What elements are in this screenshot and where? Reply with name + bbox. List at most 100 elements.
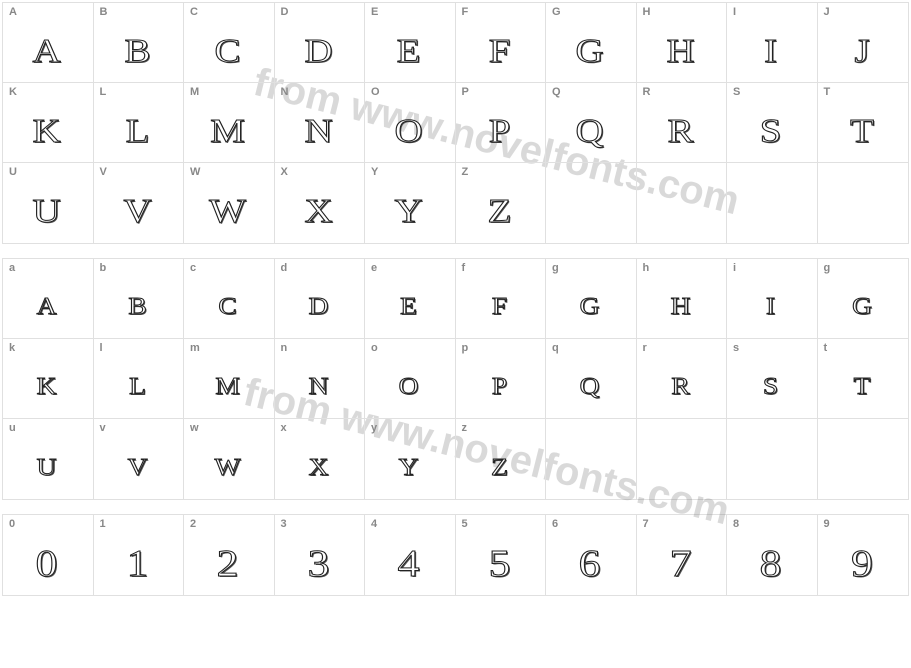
charmap-cell: PP (456, 83, 547, 163)
cell-glyph (811, 425, 911, 499)
cell-label: O (365, 83, 455, 101)
charmap-cell: CC (184, 3, 275, 83)
cell-label: l (94, 339, 184, 357)
cell-glyph: G (539, 277, 642, 338)
charmap-row: KKLLMMNNOOPPQQRRSSTT (3, 83, 908, 163)
charmap-cell: WW (184, 163, 275, 243)
cell-glyph: 0 (0, 533, 99, 595)
charmap-block-1: aAbBcCdDeEfFgGhHiIgGkKlLmMnNoOpPqQrRsStT… (2, 258, 909, 500)
charmap-cell: 33 (275, 515, 366, 595)
cell-glyph: S (720, 357, 823, 418)
cell-glyph: H (630, 277, 733, 338)
charmap-cell: qQ (546, 339, 637, 419)
cell-label: K (3, 83, 93, 101)
cell-label: G (546, 3, 636, 21)
cell-label: 7 (637, 515, 727, 533)
cell-label: 9 (818, 515, 909, 533)
charmap-row: aAbBcCdDeEfFgGhHiIgG (3, 259, 908, 339)
charmap-cell (818, 163, 909, 243)
cell-glyph: R (630, 101, 733, 162)
cell-glyph: D (268, 277, 371, 338)
cell-label: U (3, 163, 93, 181)
cell-label: Q (546, 83, 636, 101)
cell-glyph: C (177, 21, 280, 82)
charmap-cell: OO (365, 83, 456, 163)
cell-glyph: W (177, 437, 280, 499)
charmap-row: uUvVwWxXyYzZ (3, 419, 908, 499)
charmap-cell: MM (184, 83, 275, 163)
cell-label: C (184, 3, 274, 21)
cell-glyph: 7 (630, 533, 733, 595)
cell-label: Y (365, 163, 455, 181)
cell-glyph: Z (449, 437, 552, 499)
cell-label: h (637, 259, 727, 277)
charmap-cell: AA (3, 3, 94, 83)
cell-glyph (811, 169, 911, 243)
cell-label: 2 (184, 515, 274, 533)
cell-glyph: L (87, 101, 190, 162)
charmap-cell: mM (184, 339, 275, 419)
cell-glyph: F (449, 21, 552, 82)
charmap-cell: ZZ (456, 163, 547, 243)
charmap-cell: eE (365, 259, 456, 339)
cell-glyph: Z (449, 181, 552, 243)
charmap-cell: SS (727, 83, 818, 163)
charmap-cell: gG (546, 259, 637, 339)
cell-glyph: N (268, 357, 371, 418)
charmap-cell: vV (94, 419, 185, 499)
cell-label: y (365, 419, 455, 437)
cell-label: o (365, 339, 455, 357)
charmap-cell: BB (94, 3, 185, 83)
cell-glyph: O (358, 101, 461, 162)
cell-label: 5 (456, 515, 546, 533)
cell-glyph: V (87, 181, 190, 243)
cell-label: u (3, 419, 93, 437)
charmap-row: UUVVWWXXYYZZ (3, 163, 908, 243)
cell-glyph: K (0, 357, 99, 418)
charmap-cell: NN (275, 83, 366, 163)
cell-label: c (184, 259, 274, 277)
cell-label: i (727, 259, 817, 277)
cell-glyph: 3 (268, 533, 371, 595)
cell-glyph: A (0, 21, 99, 82)
charmap-cell: TT (818, 83, 909, 163)
cell-glyph: P (449, 357, 552, 418)
cell-glyph: K (0, 101, 99, 162)
charmap-cell: lL (94, 339, 185, 419)
cell-glyph: N (268, 101, 371, 162)
charmap-cell: RR (637, 83, 728, 163)
cell-label: W (184, 163, 274, 181)
cell-label: f (456, 259, 546, 277)
cell-label: F (456, 3, 546, 21)
cell-label: H (637, 3, 727, 21)
charmap-cell: aA (3, 259, 94, 339)
charmap-cell (727, 163, 818, 243)
cell-label: V (94, 163, 184, 181)
charmap-cell: UU (3, 163, 94, 243)
cell-label: L (94, 83, 184, 101)
cell-glyph: 4 (358, 533, 461, 595)
cell-label: J (818, 3, 909, 21)
cell-label: 3 (275, 515, 365, 533)
charmap-cell: KK (3, 83, 94, 163)
charmap-block-0: AABBCCDDEEFFGGHHIIJJKKLLMMNNOOPPQQRRSSTT… (2, 2, 909, 244)
cell-label: v (94, 419, 184, 437)
charmap-cell: 88 (727, 515, 818, 595)
charmap-cell: 00 (3, 515, 94, 595)
cell-glyph: Q (539, 357, 642, 418)
cell-label: S (727, 83, 817, 101)
charmap-cell: fF (456, 259, 547, 339)
charmap-cell: oO (365, 339, 456, 419)
charmap-cell (818, 419, 909, 499)
cell-glyph: E (358, 277, 461, 338)
cell-glyph: U (0, 437, 99, 499)
charmap-cell: VV (94, 163, 185, 243)
cell-glyph: 5 (449, 533, 552, 595)
charmap-cell: gG (818, 259, 909, 339)
cell-glyph: G (539, 21, 642, 82)
cell-glyph: M (177, 357, 280, 418)
cell-glyph: I (720, 21, 823, 82)
charmap-cell (637, 163, 728, 243)
cell-label: x (275, 419, 365, 437)
charmap-cell: zZ (456, 419, 547, 499)
